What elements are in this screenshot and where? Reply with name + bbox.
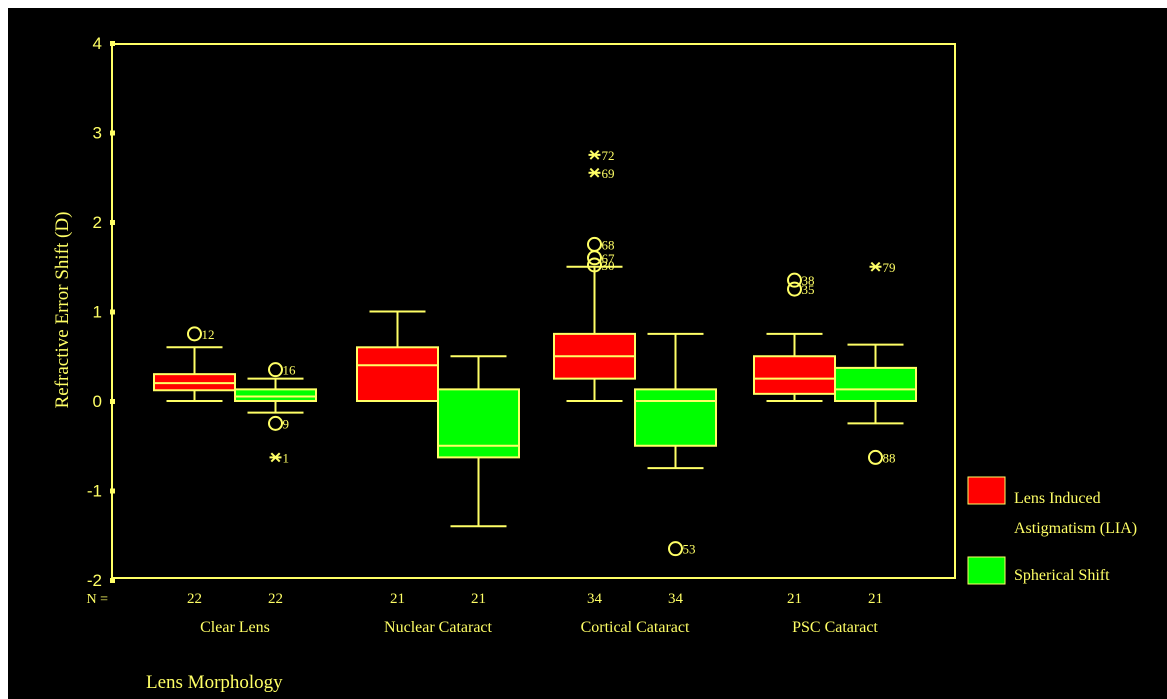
outlier-circle bbox=[268, 362, 283, 378]
x-axis-title: Lens Morphology bbox=[146, 672, 283, 693]
legend-label-spherical: Spherical Shift bbox=[1014, 567, 1110, 584]
category-label: Cortical Cataract bbox=[581, 619, 690, 636]
legend: Lens Induced Astigmatism (LIA) Spherical… bbox=[967, 476, 1137, 585]
y-axis: 4 3 2 1 0 -1 -2 bbox=[87, 34, 115, 590]
outlier-circle bbox=[668, 541, 683, 557]
y-tick-mark bbox=[110, 488, 115, 494]
legend-label-lia-line1: Lens Induced bbox=[1014, 490, 1101, 507]
outlier-star bbox=[870, 261, 881, 272]
box-1-1 bbox=[437, 355, 520, 528]
box-0-0: 12 bbox=[153, 326, 236, 402]
outlier-label: 1 bbox=[283, 450, 290, 465]
outlier-label: 88 bbox=[883, 450, 896, 465]
legend-swatch-lia bbox=[967, 476, 1006, 505]
outlier-label: 35 bbox=[802, 282, 815, 297]
y-tick-mark bbox=[110, 399, 115, 404]
outlier-label: 12 bbox=[202, 327, 215, 342]
outlier-star bbox=[270, 452, 281, 463]
y-tick-label: 0 bbox=[93, 392, 102, 411]
y-tick-label: -1 bbox=[87, 482, 102, 501]
box-iqr bbox=[753, 355, 836, 395]
legend-label-lia-line2: Astigmatism (LIA) bbox=[1014, 520, 1137, 537]
y-tick-label: 2 bbox=[93, 213, 102, 232]
outlier-label: 68 bbox=[602, 237, 615, 252]
y-tick-mark bbox=[110, 309, 115, 315]
category-label: Clear Lens bbox=[200, 619, 270, 636]
y-axis-title: Refractive Error Shift (D) bbox=[52, 212, 73, 409]
outlier-label: 67 bbox=[602, 251, 616, 266]
box-1-0 bbox=[356, 310, 439, 402]
box-iqr bbox=[834, 366, 917, 403]
box-iqr bbox=[634, 388, 717, 447]
outlier-circle bbox=[587, 250, 602, 266]
outlier-circle bbox=[587, 257, 602, 273]
outlier-label: 30 bbox=[602, 258, 615, 273]
outlier-circle bbox=[787, 281, 802, 297]
n-count: 34 bbox=[668, 591, 684, 607]
legend-swatch-spherical bbox=[967, 556, 1006, 585]
n-count: 22 bbox=[268, 591, 283, 607]
outlier-label: 79 bbox=[883, 260, 896, 275]
n-count: 21 bbox=[471, 591, 486, 607]
n-label: N = bbox=[86, 592, 108, 607]
n-count: 21 bbox=[787, 591, 802, 607]
box-iqr bbox=[234, 388, 317, 402]
outlier-label: 38 bbox=[802, 273, 815, 288]
outlier-label: 53 bbox=[683, 542, 696, 557]
y-tick-mark bbox=[110, 41, 115, 46]
outlier-label: 16 bbox=[283, 363, 297, 378]
outlier-circle bbox=[268, 415, 283, 431]
category-label: Nuclear Cataract bbox=[384, 619, 492, 636]
box-3-1: 79 88 bbox=[834, 260, 917, 465]
outlier-star bbox=[589, 149, 600, 160]
outlier-label: 9 bbox=[283, 416, 290, 431]
n-counts: 22 22 21 21 34 34 21 21 bbox=[187, 591, 883, 607]
outlier-label: 69 bbox=[602, 166, 615, 181]
box-iqr bbox=[356, 346, 439, 402]
y-tick-label: 3 bbox=[93, 124, 102, 143]
n-count: 34 bbox=[587, 591, 603, 607]
y-tick-label: 1 bbox=[93, 303, 102, 322]
box-2-1: 53 bbox=[634, 332, 717, 557]
y-tick-mark bbox=[110, 130, 115, 136]
category-labels: Clear Lens Nuclear Cataract Cortical Catar… bbox=[200, 619, 878, 636]
y-tick-label: -2 bbox=[87, 571, 102, 590]
n-count: 21 bbox=[390, 591, 405, 607]
n-count: 21 bbox=[868, 591, 883, 607]
outlier-star bbox=[589, 167, 600, 178]
box-iqr bbox=[437, 388, 520, 459]
outlier-circle bbox=[868, 449, 883, 465]
y-tick-label: 4 bbox=[93, 34, 102, 53]
y-tick-mark bbox=[110, 220, 115, 225]
outlier-circle bbox=[787, 272, 802, 288]
n-count: 22 bbox=[187, 591, 202, 607]
y-tick-mark bbox=[110, 578, 115, 583]
outlier-label: 72 bbox=[602, 148, 615, 163]
category-label: PSC Cataract bbox=[792, 619, 878, 636]
outlier-circle bbox=[187, 326, 202, 342]
